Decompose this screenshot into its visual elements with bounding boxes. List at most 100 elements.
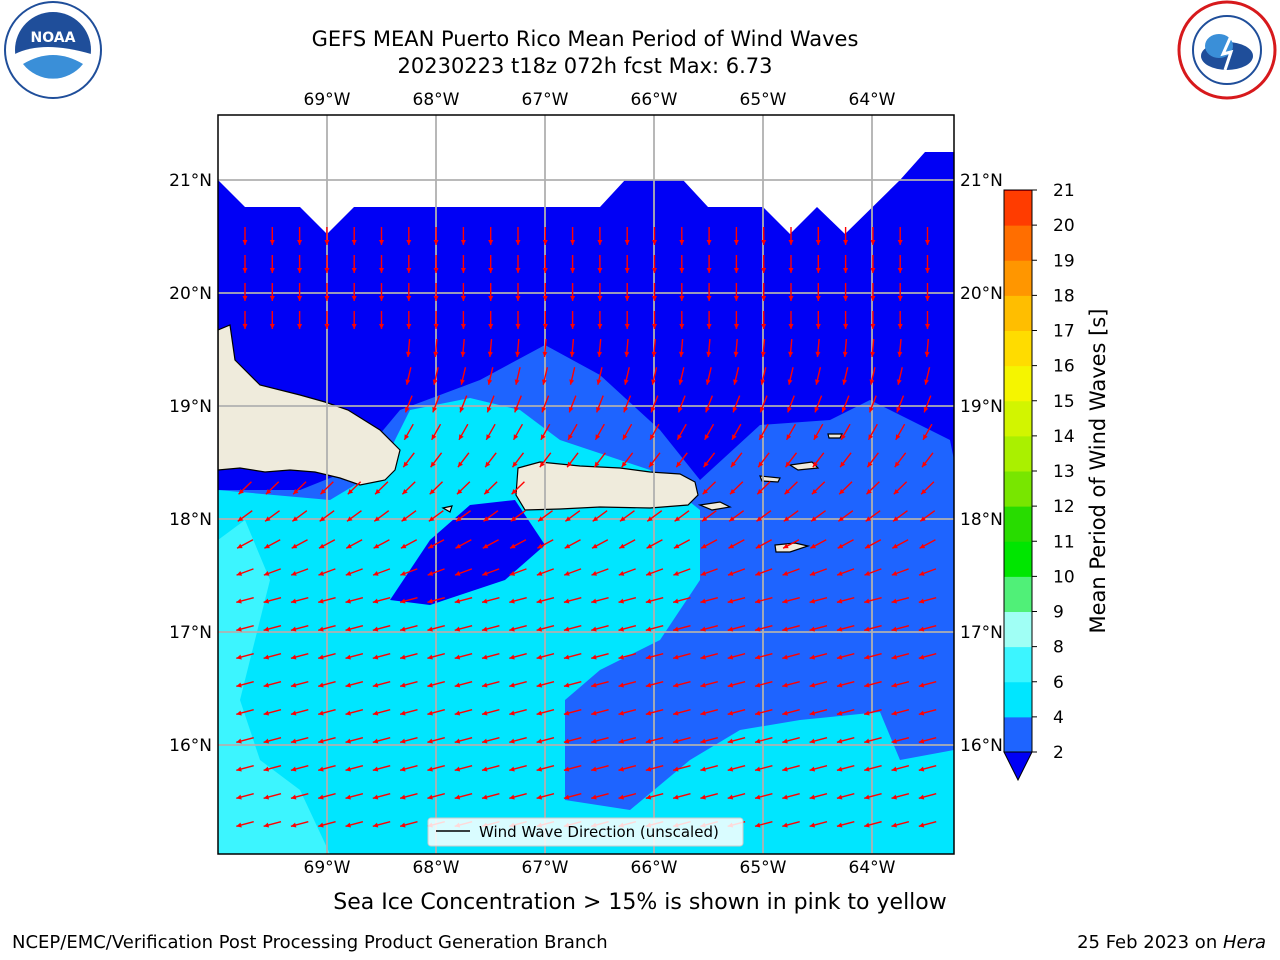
direction-arrow <box>618 624 637 632</box>
gridlines <box>218 115 954 854</box>
direction-arrow <box>563 624 582 632</box>
lon-tick-bottom: 68°W <box>413 858 460 878</box>
direction-arrow <box>345 596 364 604</box>
direction-arrow <box>399 764 418 772</box>
direction-arrow <box>372 568 391 576</box>
direction-arrow <box>483 510 499 522</box>
colorbar-segment <box>1004 190 1032 226</box>
direction-arrow <box>788 338 794 358</box>
direction-arrow <box>706 255 712 273</box>
direction-arrow <box>919 539 936 549</box>
direction-arrow <box>646 510 663 522</box>
colorbar-tick: 15 <box>1053 392 1075 412</box>
direction-arrow <box>379 227 384 245</box>
lon-tick-top: 66°W <box>631 90 678 110</box>
direction-arrow <box>263 708 282 716</box>
direction-arrow <box>809 764 828 772</box>
direction-arrow <box>700 652 718 660</box>
direction-arrow <box>836 764 855 772</box>
direction-arrow <box>897 338 903 358</box>
direction-arrow <box>925 227 930 245</box>
direction-arrow <box>509 568 527 576</box>
direction-arrow <box>864 596 882 604</box>
direction-arrow <box>733 311 739 329</box>
direction-arrow <box>345 652 364 660</box>
direction-arrow <box>318 624 336 632</box>
direction-arrow <box>460 227 466 245</box>
direction-arrow <box>345 792 364 800</box>
direction-arrow <box>372 652 391 660</box>
direction-arrow <box>918 764 937 772</box>
direction-arrow <box>236 596 254 604</box>
direction-arrow <box>672 736 691 744</box>
direction-arrow <box>236 736 254 744</box>
direction-arrow <box>345 820 364 828</box>
direction-arrow <box>269 283 275 301</box>
direction-arrow <box>297 283 303 301</box>
direction-arrow <box>345 736 364 744</box>
direction-arrow <box>922 423 933 441</box>
direction-arrow <box>784 481 798 495</box>
colorbar-segment <box>1004 435 1032 472</box>
direction-arrow <box>675 452 688 468</box>
direction-arrow <box>864 764 882 772</box>
direction-arrow <box>754 596 773 604</box>
direction-arrow <box>895 423 906 441</box>
direction-arrow <box>454 736 473 744</box>
direction-arrow <box>427 624 445 632</box>
colorbar-under-triangle <box>1003 751 1033 782</box>
direction-arrow <box>405 367 412 385</box>
direction-arrow <box>782 539 800 549</box>
direction-arrow <box>542 338 548 358</box>
direction-arrow <box>891 708 910 716</box>
direction-arrow <box>319 481 334 495</box>
direction-arrow <box>454 764 473 772</box>
direction-arrow <box>870 311 876 329</box>
direction-arrow <box>672 680 691 688</box>
direction-arrow <box>401 481 416 495</box>
direction-arrow <box>705 367 712 385</box>
direction-arrow <box>733 367 740 385</box>
direction-arrow <box>864 736 882 744</box>
direction-arrow <box>399 736 418 744</box>
direction-arrow <box>482 539 499 549</box>
direction-arrow <box>703 452 716 468</box>
direction-arrow <box>460 255 466 273</box>
colorbar-segment <box>1004 295 1032 331</box>
direction-arrow <box>727 736 746 744</box>
direction-arrow <box>427 764 445 772</box>
direction-arrow <box>399 624 418 632</box>
direction-arrow <box>515 227 521 245</box>
direction-arrow <box>645 736 664 744</box>
direction-arrow <box>782 708 800 716</box>
direction-arrow <box>733 227 739 245</box>
direction-arrow <box>618 596 637 604</box>
direction-arrow <box>399 652 418 660</box>
period-band-4-6 <box>218 398 954 854</box>
lat-tick-right: 18°N <box>960 510 1003 530</box>
direction-arrow <box>918 680 937 688</box>
direction-arrow <box>405 338 411 358</box>
direction-arrow <box>351 227 357 245</box>
direction-arrow <box>454 624 473 632</box>
direction-arrow <box>597 255 603 273</box>
lat-tick-left: 19°N <box>169 397 212 417</box>
direction-arrow <box>785 423 797 441</box>
direction-arrow <box>402 452 415 468</box>
direction-arrow <box>782 764 800 772</box>
direction-arrow <box>509 596 527 604</box>
direction-arrow <box>836 568 855 576</box>
direction-arrow <box>509 624 527 632</box>
direction-arrow <box>809 792 828 800</box>
direction-arrow <box>595 395 604 413</box>
direction-arrow <box>700 764 718 772</box>
direction-arrow <box>591 539 609 549</box>
direction-arrow <box>788 255 794 273</box>
direction-arrow <box>866 452 879 468</box>
direction-arrow <box>481 708 500 716</box>
direction-arrow <box>318 820 336 828</box>
colorbar-segment <box>1004 225 1032 261</box>
direction-arrow <box>729 481 744 495</box>
direction-arrow <box>564 510 581 522</box>
direction-arrow <box>618 652 637 660</box>
